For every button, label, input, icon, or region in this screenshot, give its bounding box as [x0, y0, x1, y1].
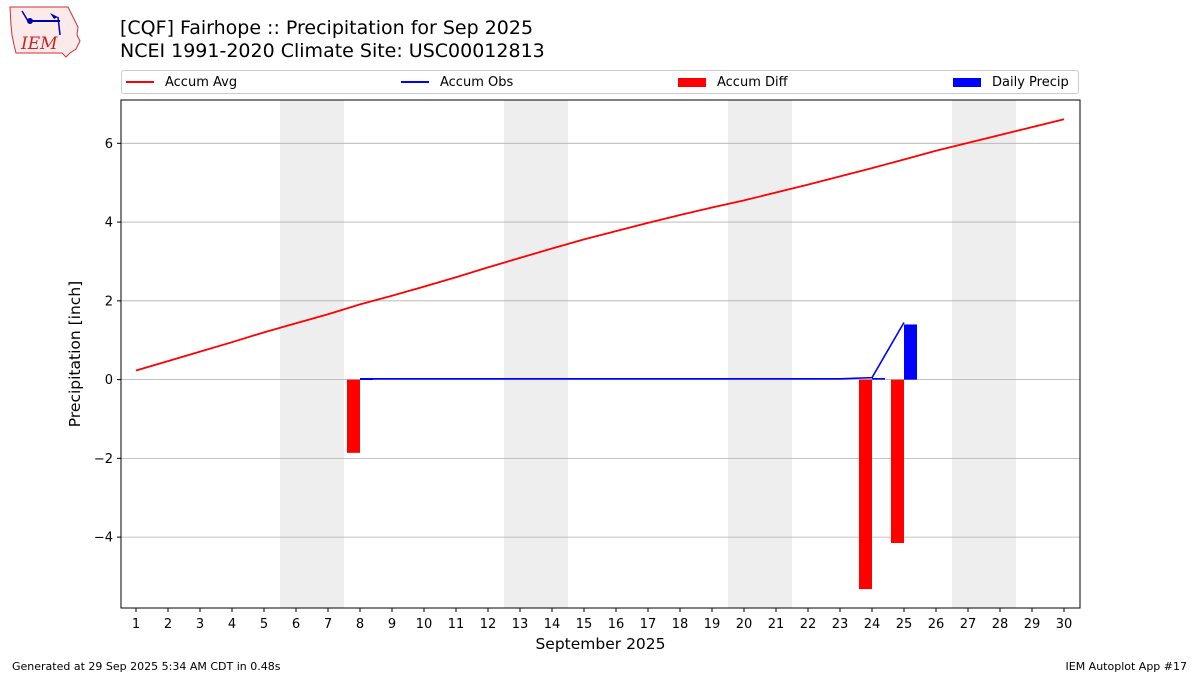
x-tick-label: 24	[864, 617, 881, 632]
x-tick-label: 6	[292, 617, 300, 632]
plot-frame	[120, 99, 1081, 609]
x-axis-label: September 2025	[535, 635, 665, 653]
legend-swatch-accum-obs	[401, 81, 429, 83]
x-tick-label: 8	[356, 617, 364, 632]
x-tick-label: 29	[1024, 617, 1041, 632]
x-tick-label: 14	[544, 617, 561, 632]
legend-label-daily-precip: Daily Precip	[992, 74, 1069, 90]
x-tick-label: 18	[672, 617, 689, 632]
legend-item-daily-precip: Daily Precip	[953, 71, 1069, 93]
legend-swatch-accum-diff	[678, 77, 706, 87]
weekend-shade	[952, 100, 1016, 608]
x-tick-label: 2	[164, 617, 172, 632]
x-tick-label: 1	[132, 617, 140, 632]
weekend-shade	[728, 100, 792, 608]
y-tick-label: 2	[105, 294, 113, 309]
x-tick-label: 22	[800, 617, 817, 632]
weekend-shade	[280, 100, 344, 608]
weekend-shade	[504, 100, 568, 608]
x-tick-label: 12	[480, 617, 497, 632]
x-tick-label: 4	[228, 617, 236, 632]
y-tick-label: 0	[105, 373, 113, 388]
legend-label-accum-avg: Accum Avg	[165, 74, 238, 90]
legend-item-accum-obs: Accum Obs	[401, 71, 513, 93]
y-tick-label: 4	[105, 216, 113, 231]
app-label: IEM Autoplot App #17	[1065, 660, 1188, 673]
x-tick-label: 30	[1056, 617, 1073, 632]
accum-diff-bar	[891, 379, 904, 544]
x-tick-label: 15	[576, 617, 593, 632]
legend-item-accum-diff: Accum Diff	[678, 71, 788, 93]
x-tick-label: 3	[196, 617, 204, 632]
accum-diff-bar	[859, 379, 872, 590]
chart-subtitle: NCEI 1991-2020 Climate Site: USC00012813	[120, 40, 545, 62]
x-tick-label: 11	[448, 617, 465, 632]
y-axis-label: Precipitation [inch]	[66, 281, 84, 427]
legend-swatch-daily-precip	[953, 77, 981, 87]
y-tick-label: −2	[94, 452, 113, 467]
x-tick-label: 5	[260, 617, 268, 632]
y-tick-label: −4	[94, 531, 113, 546]
x-tick-label: 16	[608, 617, 625, 632]
x-tick-label: 20	[736, 617, 753, 632]
y-tick-label: 6	[105, 137, 113, 152]
daily-precip-bar	[872, 378, 885, 380]
x-tick-label: 28	[992, 617, 1009, 632]
accum-avg-line	[135, 118, 1065, 372]
generated-timestamp: Generated at 29 Sep 2025 5:34 AM CDT in …	[12, 660, 281, 673]
x-tick-label: 26	[928, 617, 945, 632]
accum-obs-line	[360, 322, 905, 380]
legend-item-accum-avg: Accum Avg	[126, 71, 237, 93]
x-tick-label: 19	[704, 617, 721, 632]
iem-logo: IEM	[8, 5, 82, 59]
legend-label-accum-diff: Accum Diff	[717, 74, 788, 90]
x-tick-label: 27	[960, 617, 977, 632]
daily-precip-bar	[904, 324, 917, 380]
x-tick-label: 9	[388, 617, 396, 632]
x-tick-label: 23	[832, 617, 849, 632]
legend-swatch-accum-avg	[126, 81, 154, 83]
x-tick-label: 10	[416, 617, 433, 632]
x-tick-label: 13	[512, 617, 529, 632]
accum-diff-bar	[347, 379, 360, 453]
x-tick-label: 25	[896, 617, 913, 632]
x-tick-label: 21	[768, 617, 785, 632]
x-tick-label: 17	[640, 617, 657, 632]
chart-title: [CQF] Fairhope :: Precipitation for Sep …	[120, 17, 534, 39]
logo-text: IEM	[20, 34, 58, 54]
chart-legend: Accum Avg Accum Obs Accum Diff Daily Pre…	[121, 70, 1079, 94]
x-tick-label: 7	[324, 617, 332, 632]
legend-label-accum-obs: Accum Obs	[440, 74, 514, 90]
